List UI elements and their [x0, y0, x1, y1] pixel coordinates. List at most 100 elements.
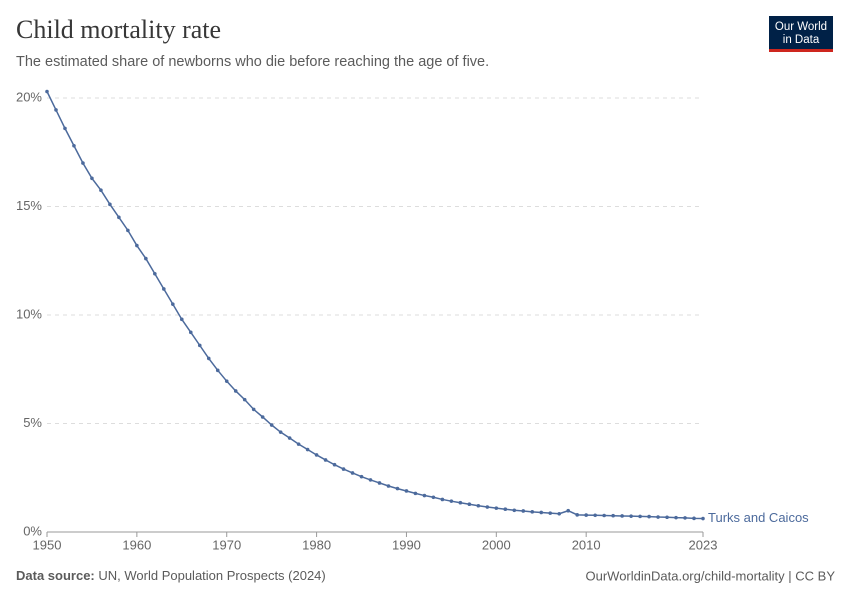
- data-point: [359, 474, 364, 479]
- data-point: [171, 302, 175, 306]
- data-point: [224, 379, 229, 383]
- series-label: Turks and Caicos: [708, 510, 809, 525]
- data-point: [135, 243, 139, 248]
- data-point: [153, 271, 157, 276]
- data-point: [242, 397, 247, 402]
- data-point: [287, 436, 292, 440]
- logo-bar: [769, 49, 833, 52]
- data-point: [683, 516, 687, 520]
- data-point: [422, 493, 427, 498]
- data-point: [530, 510, 535, 514]
- x-tick-label: 1990: [392, 537, 421, 552]
- data-point: [305, 447, 310, 452]
- x-tick-label: 1960: [122, 537, 151, 552]
- data-point: [611, 513, 615, 518]
- data-point: [90, 176, 94, 181]
- data-point: [117, 215, 121, 220]
- data-point: [296, 442, 301, 446]
- source: UN, World Population Prospects (2024): [98, 568, 325, 583]
- data-point: [584, 513, 588, 517]
- data-point: [162, 287, 166, 291]
- data-point: [206, 356, 211, 361]
- data-point: [377, 481, 382, 485]
- data-point: [440, 497, 445, 502]
- data-point: [638, 514, 642, 519]
- data-point: [467, 502, 472, 507]
- data-point: [593, 513, 597, 518]
- data-point: [494, 506, 499, 510]
- data-point: [485, 505, 490, 509]
- data-point: [332, 462, 337, 467]
- data-point: [45, 89, 49, 94]
- data-point: [665, 515, 669, 520]
- data-point: [188, 330, 193, 335]
- data-point: [674, 515, 678, 520]
- data-point: [323, 458, 328, 462]
- series-line: [46, 91, 704, 520]
- subtitle: The estimated share of newborns who die …: [16, 54, 489, 70]
- data-point: [413, 491, 418, 496]
- data-point: [566, 508, 571, 513]
- data-point: [126, 228, 130, 233]
- data-point: [395, 486, 400, 491]
- data-point: [72, 143, 76, 148]
- logo-box: [769, 16, 833, 52]
- y-tick-label: 10%: [16, 306, 42, 321]
- data-point: [54, 108, 58, 112]
- y-tick-label: 0%: [23, 523, 42, 538]
- data-point: [512, 508, 517, 513]
- data-point: [314, 453, 319, 457]
- data-point: [539, 510, 544, 515]
- data-point: [647, 514, 651, 519]
- data-point: [458, 500, 463, 505]
- x-tick-label: 2023: [689, 537, 718, 552]
- data-point: [503, 507, 508, 512]
- x-tick-label: 1970: [212, 537, 241, 552]
- data-point: [629, 514, 633, 518]
- data-point: [449, 499, 454, 503]
- source-label: Data source:: [16, 568, 95, 583]
- data-point: [108, 202, 112, 207]
- y-tick-label: 5%: [23, 415, 42, 430]
- data-point: [431, 495, 436, 500]
- data-point: [251, 407, 256, 412]
- data-point: [476, 503, 481, 508]
- x-tick-label: 1980: [302, 537, 331, 552]
- x-tick-label: 2000: [482, 537, 511, 552]
- data-point: [81, 161, 85, 165]
- chart-title: Child mortality rate: [16, 15, 221, 44]
- data-point: [99, 188, 103, 193]
- data-point: [368, 478, 373, 482]
- data-point: [350, 471, 355, 475]
- data-point: [386, 484, 391, 488]
- data-point: [269, 423, 274, 427]
- data-point: [215, 368, 220, 373]
- data-point: [602, 513, 606, 518]
- x-tick-label: 2010: [572, 537, 601, 552]
- data-point: [404, 489, 409, 493]
- x-tick-label: 1950: [33, 537, 62, 552]
- data-point: [620, 514, 624, 518]
- credit[interactable]: OurWorldinData.org/child-mortality | CC …: [586, 568, 836, 583]
- data-point: [144, 256, 148, 261]
- data-point: [179, 317, 184, 322]
- data-point: [233, 389, 238, 393]
- data-point: [521, 509, 526, 513]
- logo-text: in Data: [783, 34, 820, 46]
- data-point: [63, 126, 67, 131]
- data-point: [656, 515, 660, 519]
- data-point: [575, 513, 579, 517]
- logo-text: Our World: [775, 21, 827, 33]
- data-point: [692, 516, 696, 521]
- y-tick-label: 15%: [16, 198, 42, 213]
- data-point: [701, 516, 705, 521]
- y-tick-label: 20%: [16, 89, 42, 104]
- data-point: [548, 511, 553, 515]
- data-point: [278, 430, 283, 434]
- data-point: [341, 467, 346, 471]
- data-point: [557, 511, 562, 516]
- logo[interactable]: Our World in Data: [769, 16, 833, 52]
- footer-source: Data source: UN, World Population Prospe…: [16, 568, 326, 583]
- data-point: [260, 415, 265, 419]
